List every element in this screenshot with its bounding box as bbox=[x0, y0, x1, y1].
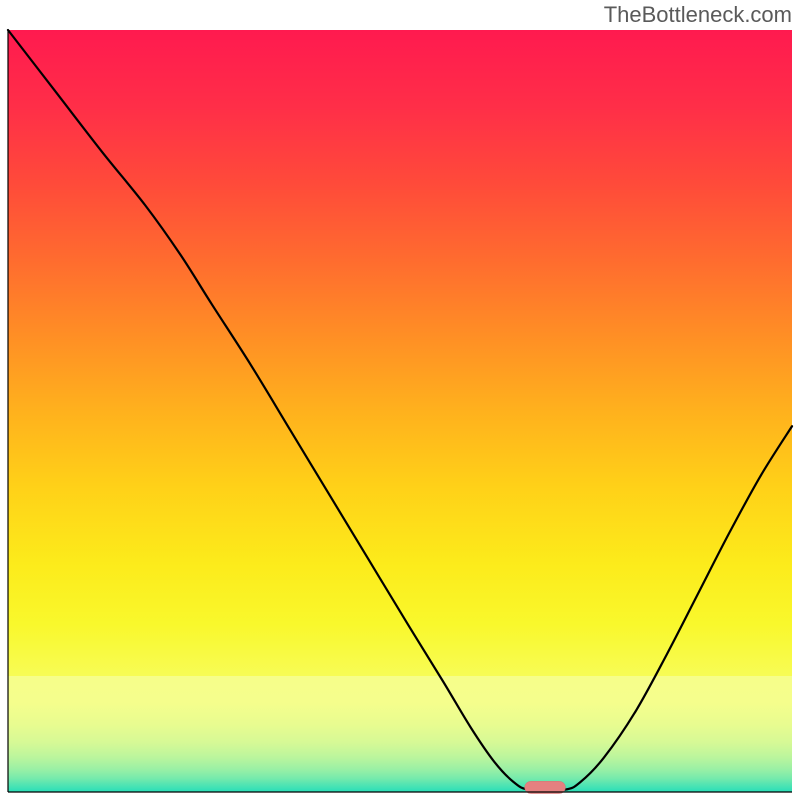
plot-area bbox=[8, 30, 792, 794]
bottleneck-chart: TheBottleneck.com bbox=[0, 0, 800, 800]
plot-background bbox=[8, 30, 792, 792]
watermark-text: TheBottleneck.com bbox=[604, 2, 792, 27]
